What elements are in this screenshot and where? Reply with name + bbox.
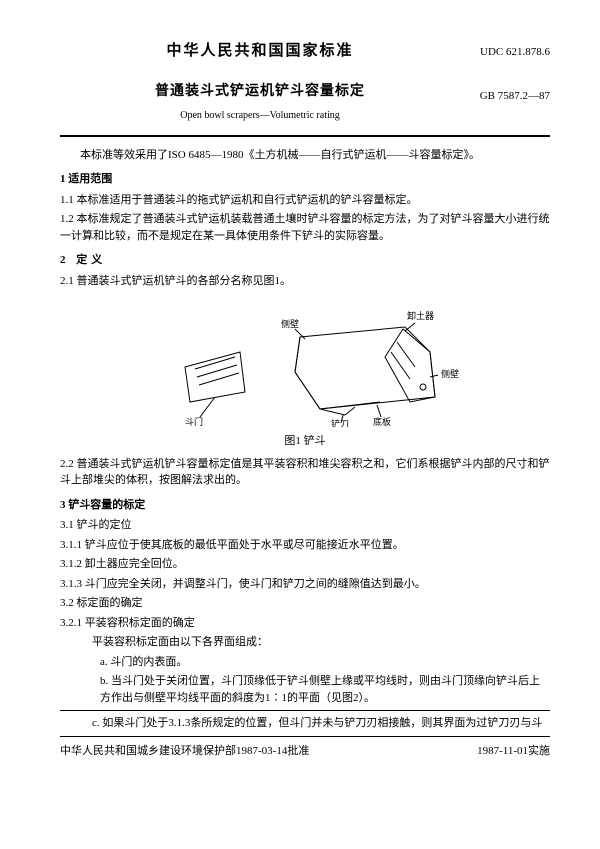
figure-1-caption: 图1 铲斗	[60, 433, 550, 450]
fig-label-ejector: 卸土器	[407, 310, 434, 321]
clause-3-1-3: 3.1.3 斗门应完全关闭，并调整斗门，使斗门和铲刀之间的缝隙值达到最小。	[60, 576, 550, 593]
section-3-head: 3 铲斗容量的标定	[60, 497, 550, 514]
intro-text: 本标准等效采用了ISO 6485—1980《土方机械——自行式铲运机——斗容量标…	[80, 147, 550, 164]
clause-2-2: 2.2 普通装斗式铲运机铲斗容量标定值是其平装容积和堆尖容积之和，它们系根据铲斗…	[60, 456, 550, 489]
clause-1-1: 1.1 本标准适用于普通装斗的拖式铲运机和自行式铲运机的铲斗容量标定。	[60, 192, 550, 209]
national-standard-title: 中华人民共和国国家标准	[60, 40, 460, 63]
clause-2-1: 2.1 普通装斗式铲运机铲斗的各部分名称见图1。	[60, 273, 550, 290]
footer-effective: 1987-11-01实施	[477, 743, 550, 760]
item-c: c. 如果斗门处于3.1.3条所规定的位置，但斗门并未与铲刀刃相接触，则其界面为…	[92, 715, 550, 732]
fig-label-blade: 铲刀	[331, 418, 349, 427]
udc-label: UDC	[480, 46, 503, 58]
standard-title-cn: 普通装斗式铲运机铲斗容量标定	[60, 81, 460, 102]
clause-1-2: 1.2 本标准规定了普通装斗式铲运机装载普通土壤时铲斗容量的标定方法，为了对铲斗…	[60, 211, 550, 244]
footer-divider-1	[60, 710, 550, 711]
fig-label-side-l: 侧壁	[281, 318, 299, 329]
udc-value: 621.878.6	[506, 46, 550, 58]
clause-3-1-2: 3.1.2 卸土器应完全回位。	[60, 556, 550, 573]
fig-label-side-r: 侧壁	[441, 368, 459, 379]
standard-title-en: Open bowl scrapers—Volumetric rating	[60, 108, 460, 123]
header-divider	[60, 135, 550, 137]
clause-3-2-1: 3.2.1 平装容积标定面的确定	[60, 615, 550, 632]
footer-approval: 中华人民共和国城乡建设环境保护部1987-03-14批准	[60, 743, 309, 760]
clause-3-2-1-intro: 平装容积标定面由以下各界面组成：	[92, 634, 550, 651]
gb-code: GB 7587.2—87	[480, 90, 550, 102]
figure-1: 斗门 卸土器 侧壁 侧壁 铲刀 底板	[60, 297, 550, 427]
item-a: a. 斗门的内表面。	[100, 654, 550, 671]
clause-3-2: 3.2 标定面的确定	[60, 595, 550, 612]
section-2-head: 2 定义	[60, 252, 550, 269]
item-b: b. 当斗门处于关闭位置，斗门顶缘低于铲斗侧壁上缘或平均线时，则由斗门顶缘向铲斗…	[100, 673, 550, 706]
fig-label-floor: 底板	[373, 416, 391, 427]
clause-3-1-1: 3.1.1 铲斗应位于使其底板的最低平面处于水平或尽可能接近水平位置。	[60, 537, 550, 554]
bowl-diagram-svg: 斗门 卸土器 侧壁 侧壁 铲刀 底板	[145, 297, 465, 427]
fig-label-gate: 斗门	[185, 416, 203, 427]
clause-3-1: 3.1 铲斗的定位	[60, 517, 550, 534]
footer-divider-2	[60, 736, 550, 737]
section-1-head: 1 适用范围	[60, 171, 550, 188]
